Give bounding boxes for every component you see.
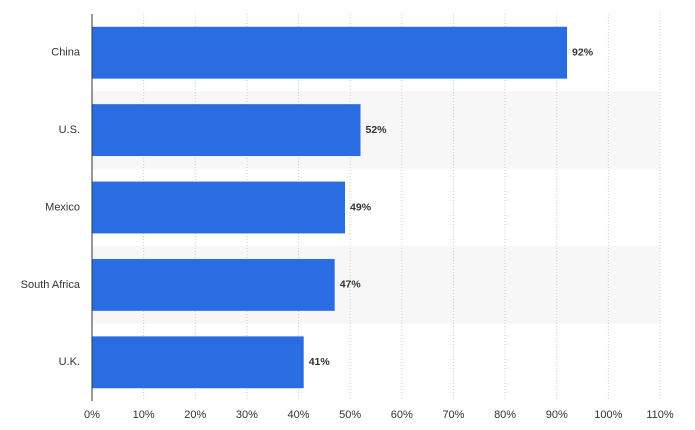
x-tick-label: 50%: [339, 409, 361, 421]
bar: [92, 336, 304, 389]
x-tick-label: 20%: [184, 409, 206, 421]
bar: [92, 258, 335, 311]
value-label: 92%: [572, 46, 594, 58]
bar: [92, 181, 346, 234]
value-label: 52%: [366, 124, 388, 136]
x-tick-label: 90%: [546, 409, 568, 421]
value-label: 41%: [309, 356, 331, 368]
bar: [92, 26, 568, 79]
y-tick-label: U.S.: [59, 124, 80, 136]
x-tick-label: 40%: [288, 409, 310, 421]
value-label: 49%: [350, 201, 372, 213]
y-tick-label: China: [51, 47, 81, 59]
y-tick-label: U.K.: [59, 356, 80, 368]
x-tick-label: 60%: [391, 409, 413, 421]
x-tick-label: 80%: [494, 409, 516, 421]
bar: [92, 104, 361, 157]
x-tick-label: 70%: [442, 409, 464, 421]
x-tick-label: 30%: [236, 409, 258, 421]
x-tick-label: 10%: [133, 409, 155, 421]
y-tick-label: Mexico: [45, 201, 80, 213]
value-label: 47%: [340, 279, 362, 291]
x-tick-label: 100%: [594, 409, 622, 421]
x-tick-label: 0%: [84, 409, 100, 421]
y-tick-label: South Africa: [21, 279, 81, 291]
x-tick-label: 110%: [646, 409, 674, 421]
